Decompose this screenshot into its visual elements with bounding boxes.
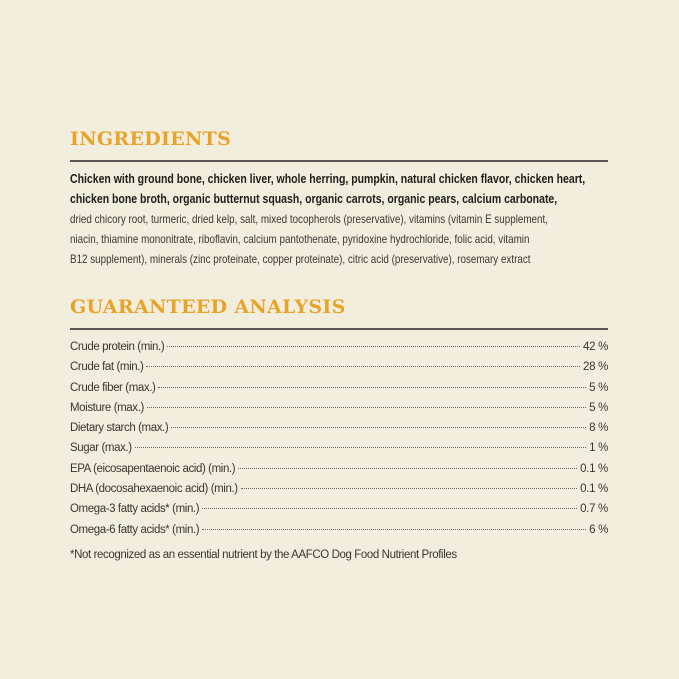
nutrient-value: 8 % [589,422,608,435]
analysis-row: Sugar (max.) 1 % [70,442,608,462]
analysis-row: Omega-3 fatty acids* (min.) 0.7 % [70,503,608,523]
nutrient-label: Omega-3 fatty acids* (min.) [70,503,200,516]
nutrient-label: Crude fat (min.) [70,361,144,374]
ingredients-heading: INGREDIENTS [70,128,232,150]
ingredients-line: dried chicory root, turmeric, dried kelp… [70,212,548,226]
divider [70,160,608,162]
dot-leader [158,386,587,388]
nutrient-value: 6 % [589,523,608,536]
ingredients-line: B12 supplement), minerals (zinc proteina… [70,252,531,266]
analysis-table: Crude protein (min.) 42 % Crude fat (min.)… [70,341,608,544]
dot-leader [238,467,578,469]
nutrient-label: Crude protein (min.) [70,341,165,353]
analysis-row: Crude fat (min.) 28 % [70,361,608,381]
dot-leader [240,488,578,490]
nutrient-label: DHA (docosahexaenoic acid) (min.) [70,483,238,496]
nutrient-value: 28 % [582,361,608,374]
analysis-row: DHA (docosahexaenoic acid) (min.) 0.1 % [70,483,608,503]
divider [70,328,608,330]
nutrient-label: Crude fiber (max.) [70,381,156,394]
nutrient-value: 0.7 % [580,503,608,516]
dot-leader [171,427,587,429]
nutrient-label: Moisture (max.) [70,401,144,414]
dot-leader [202,528,587,530]
dot-leader [146,366,580,368]
nutrient-label: Omega-6 fatty acids* (min.) [70,523,200,536]
ingredients-line: chicken bone broth, organic butternut sq… [70,192,558,206]
nutrient-label: Dietary starch (max.) [70,422,169,435]
nutrient-value: 0.1 % [580,462,608,475]
ingredients-line: niacin, thiamine mononitrate, riboflavin… [70,232,530,246]
nutrient-label: Sugar (max.) [70,442,132,455]
analysis-row: Crude protein (min.) 42 % [70,341,608,361]
analysis-row: EPA (eicosapentaenoic acid) (min.) 0.1 % [70,463,608,483]
dot-leader [146,406,587,408]
nutrient-value: 5 % [589,401,608,414]
nutrient-label: EPA (eicosapentaenoic acid) (min.) [70,462,236,475]
ingredients-line: Chicken with ground bone, chicken liver,… [70,172,586,186]
dot-leader [167,346,580,347]
nutrient-value: 5 % [589,381,608,394]
analysis-row: Crude fiber (max.) 5 % [70,382,608,402]
nutrient-value: 0.1 % [580,483,608,496]
analysis-row: Dietary starch (max.) 8 % [70,422,608,442]
footnote: *Not recognized as an essential nutrient… [70,549,457,561]
analysis-heading: GUARANTEED ANALYSIS [70,296,346,318]
analysis-row: Moisture (max.) 5 % [70,402,608,422]
analysis-row: Omega-6 fatty acids* (min.) 6 % [70,524,608,544]
nutrient-value: 1 % [589,442,608,455]
dot-leader [134,447,587,449]
dot-leader [202,508,578,510]
nutrient-value: 42 % [582,341,608,353]
